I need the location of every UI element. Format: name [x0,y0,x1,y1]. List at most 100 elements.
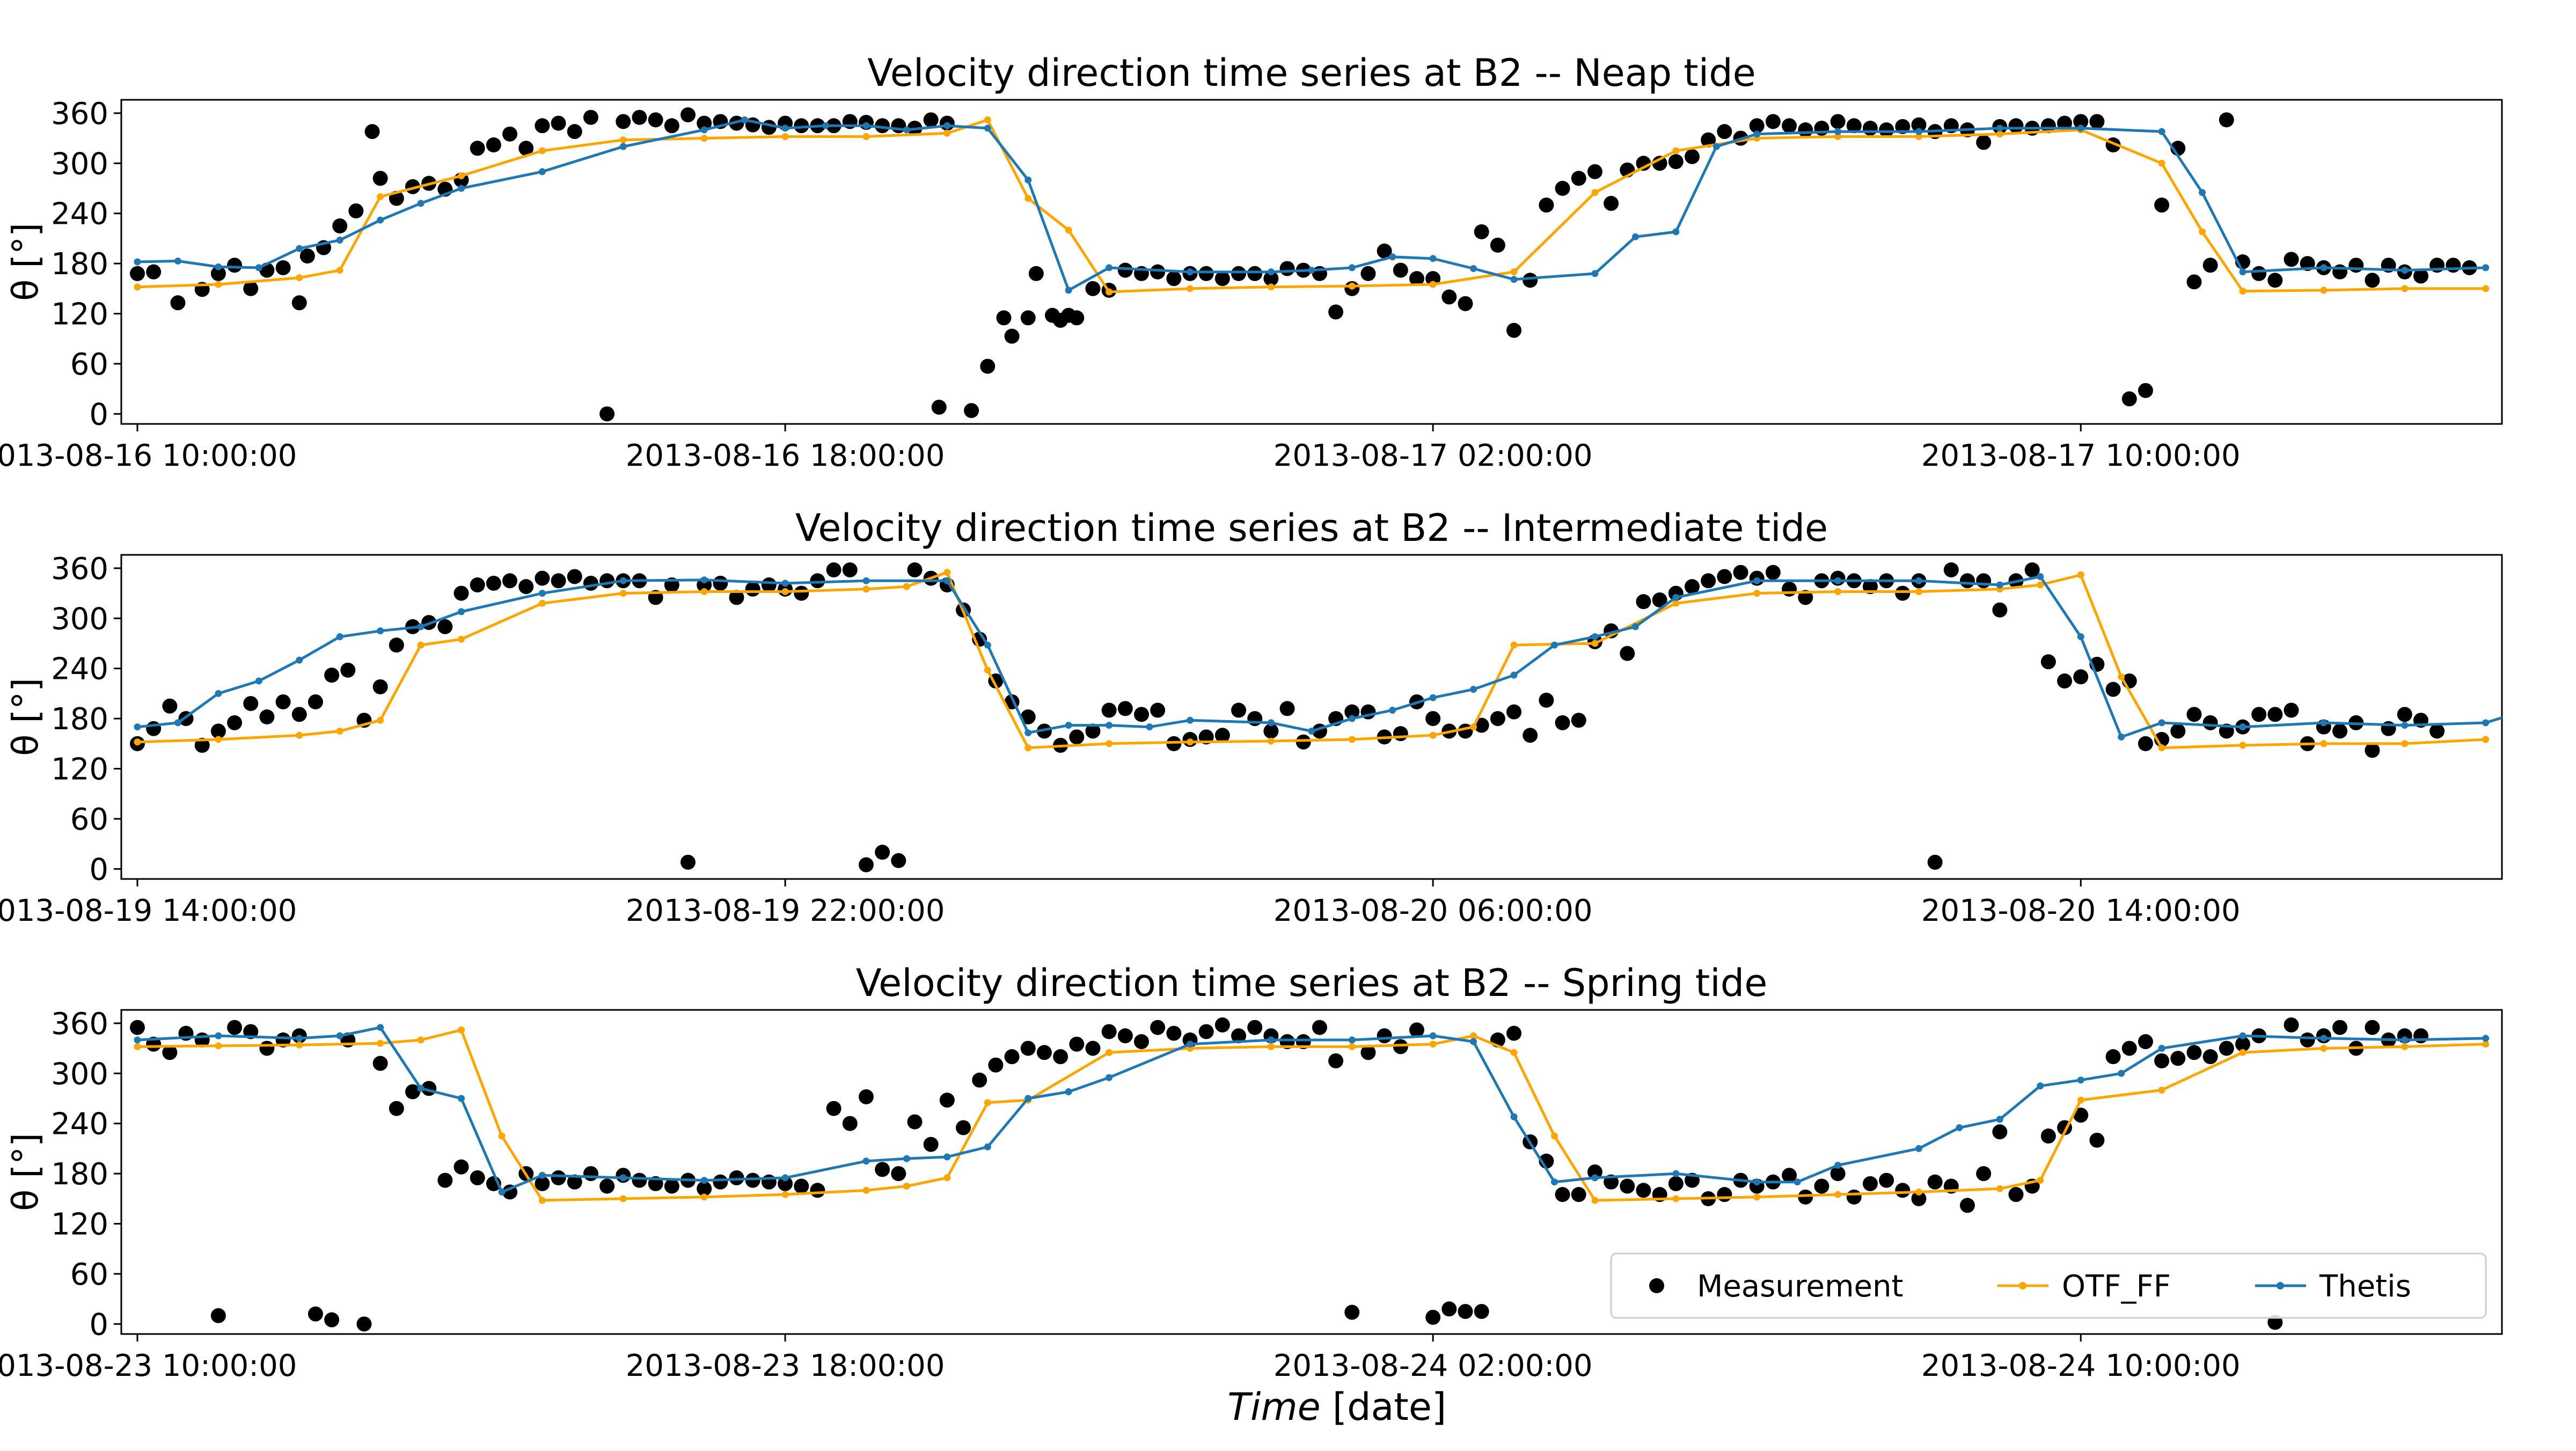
measurement-point [1668,1176,1684,1191]
otf-point [1996,130,2003,138]
y-tick-label-3-0: 0 [89,1307,108,1342]
measurement-point [616,114,631,129]
otf-point [700,588,708,595]
y-axis-label-2: θ [°] [5,678,46,756]
measurement-point [2089,114,2105,129]
measurement-point [1328,1053,1344,1068]
measurement-point [2219,1040,2234,1056]
measurement-point [210,1308,226,1323]
thetis-point [1308,727,1315,735]
thetis-point [2077,1076,2084,1084]
thetis-point [741,116,749,123]
measurement-point [1846,1189,1862,1205]
thetis-point [2158,719,2165,727]
otf-point [984,1099,991,1106]
measurement-point [583,1166,598,1182]
measurement-point [1028,266,1044,281]
measurement-point [923,112,939,128]
measurement-point [535,1176,550,1191]
measurement-point [713,1174,728,1190]
thetis-point [2320,264,2328,272]
measurement-point [170,295,186,311]
otf-point [458,172,465,180]
legend-swatch-thetis-dot [2277,1282,2284,1289]
otf-point [984,666,991,674]
measurement-point [1231,1028,1247,1044]
thetis-point [1631,233,1639,240]
measurement-point [2089,1132,2105,1148]
otf-point [1186,738,1194,746]
measurement-point [2446,258,2461,273]
measurement-point [1425,271,1441,287]
thetis-point [943,1153,951,1161]
thetis-point [822,122,830,129]
otf-point [377,193,384,201]
thetis-point [417,200,425,207]
thetis-point [1106,264,1113,272]
thetis-point [1065,722,1072,729]
measurement-point [1636,1183,1651,1198]
thetis-point [2158,1045,2165,1052]
thetis-point [1146,723,1153,731]
measurement-point [348,203,364,219]
measurement-point [2121,1040,2137,1056]
thetis-point [1753,1178,1761,1186]
measurement-point [1717,124,1732,140]
thetis-point [134,1036,141,1044]
measurement-point [1523,728,1538,743]
measurement-point [356,1316,372,1332]
measurement-point [1150,702,1166,718]
thetis-point [1672,593,1680,601]
measurement-point [1765,114,1781,129]
otf-point [2482,285,2490,292]
measurement-point [227,258,243,273]
measurement-point [372,679,388,694]
measurement-point [697,1181,712,1197]
measurement-point [2267,273,2283,288]
measurement-point [1846,118,1862,134]
measurement-point [146,721,162,736]
y-tick-label-3-360: 360 [51,1007,108,1042]
otf-line-3 [137,1028,2486,1202]
thetis-point [1834,1162,1842,1169]
thetis-point [1389,253,1396,261]
measurement-point [470,1170,485,1185]
x-tick-label-3-3: 2013-08-24 10:00:00 [1921,1349,2241,1383]
thetis-point [1267,268,1275,276]
measurement-point [794,1178,809,1194]
otf-point [538,599,546,607]
thetis-point [1186,1040,1194,1048]
measurement-point [964,403,979,419]
thetis-point [1713,143,1720,150]
otf-point [2077,1096,2084,1104]
thetis-point [458,1095,465,1102]
measurement-point [1004,1049,1020,1065]
otf-point [296,1041,303,1049]
measurement-point [364,124,380,140]
otf-point [903,583,910,590]
otf-point [781,588,789,595]
x-axis-unit: [date] [1333,1385,1446,1429]
otf-point [538,147,546,155]
measurement-point [1652,592,1667,608]
thetis-point [862,122,870,129]
measurement-point [632,1172,647,1188]
thetis-point [619,577,627,584]
otf-point [1106,1049,1113,1056]
x-tick-label-3-0: 2013-08-23 10:00:00 [0,1349,297,1383]
measurement-point [599,1178,615,1194]
otf-point [862,1186,870,1194]
otf-point [619,1195,627,1203]
measurement-point [2202,715,2218,730]
otf-point [134,1043,141,1050]
measurement-point [210,723,226,739]
measurement-point [1117,1028,1133,1044]
measurement-point [1555,1187,1570,1203]
measurement-point [664,118,679,134]
measurement-point [2154,1053,2170,1068]
thetis-point [903,126,910,134]
panel-1-title: Velocity direction time series at B2 -- … [867,51,1755,95]
measurement-point [2008,118,2024,134]
measurement-point [2138,1034,2153,1050]
thetis-point [458,608,465,615]
